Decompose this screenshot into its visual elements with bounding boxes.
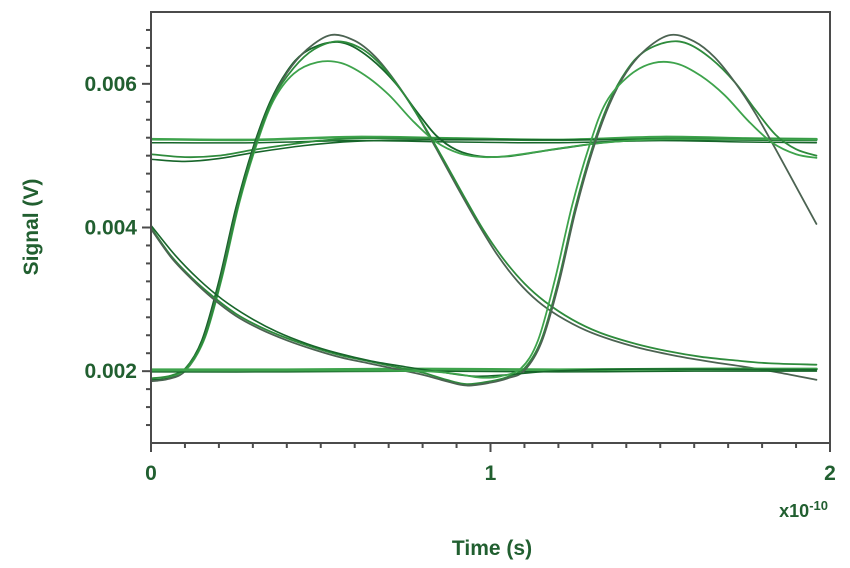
y-tick-label: 0.002 (84, 360, 137, 383)
signal-trace-rise0_then_settle (150, 41, 818, 381)
signal-trace-flat_high_2 (150, 139, 818, 144)
x-tick-label: 1 (485, 462, 497, 485)
signal-trace-tail_left_stay_low (150, 224, 818, 378)
x-tick-label: 0 (145, 462, 157, 485)
signal-trace-rise1_from_low_flat (150, 60, 818, 379)
x-axis-multiplier-base: x10 (779, 501, 810, 521)
signal-trace-rise0_then_fall_peak_high (150, 33, 818, 383)
signal-trace-rise0_then_fall_b (150, 40, 818, 380)
signal-traces (150, 33, 818, 387)
x-tick-label: 2 (824, 462, 836, 485)
y-axis-label: Signal (V) (20, 178, 43, 276)
x-axis-multiplier-exponent: -10 (809, 498, 828, 513)
x-axis-multiplier: x10-10 (779, 498, 828, 522)
signal-trace-tail_left_rise1_fall (150, 33, 818, 387)
y-tick-label: 0.006 (84, 73, 137, 96)
signal-trace-rise0_then_settle_low_peak (150, 60, 818, 380)
signal-trace-flat_low_2 (150, 370, 818, 373)
y-tick-label: 0.004 (84, 217, 137, 240)
x-axis-label: Time (s) (451, 537, 533, 560)
signal-trace-tail_left_rise1_settle (150, 40, 818, 385)
